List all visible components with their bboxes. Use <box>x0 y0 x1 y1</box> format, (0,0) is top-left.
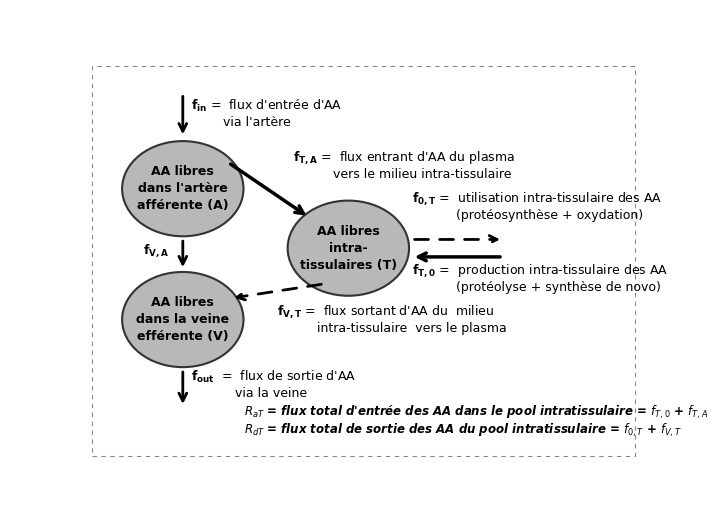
Text: $\mathbf{f_{V,T}}$ =  flux sortant d'AA du  milieu
          intra-tissulaire  v: $\mathbf{f_{V,T}}$ = flux sortant d'AA d… <box>276 304 506 335</box>
Text: $\mathbf{f_{T,A}}$ =  flux entrant d'AA du plasma
          vers le milieu intra: $\mathbf{f_{T,A}}$ = flux entrant d'AA d… <box>293 149 515 181</box>
Text: $\mathbf{f_{V,A}}$: $\mathbf{f_{V,A}}$ <box>143 242 169 259</box>
Text: $\mathbf{f_{out}}$  =  flux de sortie d'AA
           via la veine: $\mathbf{f_{out}}$ = flux de sortie d'AA… <box>191 369 356 400</box>
Text: AA libres
dans la veine
efférente (V): AA libres dans la veine efférente (V) <box>136 296 229 343</box>
Text: $\mathbf{f_{T,0}}$ =  production intra-tissulaire des AA
           (protéolyse : $\mathbf{f_{T,0}}$ = production intra-ti… <box>412 262 668 294</box>
Text: AA libres
dans l'artère
afférente (A): AA libres dans l'artère afférente (A) <box>137 165 229 212</box>
Ellipse shape <box>122 141 244 236</box>
Text: AA libres
intra-
tissulaires (T): AA libres intra- tissulaires (T) <box>300 225 397 272</box>
Text: $\mathbf{f_{in}}$ =  flux d'entrée d'AA
        via l'artère: $\mathbf{f_{in}}$ = flux d'entrée d'AA v… <box>191 97 342 129</box>
Text: $\mathit{R_{dT}}$ = flux total de sortie des AA du pool intratissulaire = $\math: $\mathit{R_{dT}}$ = flux total de sortie… <box>244 422 681 439</box>
Ellipse shape <box>122 272 244 367</box>
Text: $\mathbf{f_{0,T}}$ =  utilisation intra-tissulaire des AA
           (protéosynt: $\mathbf{f_{0,T}}$ = utilisation intra-t… <box>412 191 662 222</box>
Ellipse shape <box>288 200 409 296</box>
Text: $\mathit{R_{aT}}$ = flux total d'entrée des AA dans le pool intratissulaire = $\: $\mathit{R_{aT}}$ = flux total d'entrée … <box>244 404 708 421</box>
